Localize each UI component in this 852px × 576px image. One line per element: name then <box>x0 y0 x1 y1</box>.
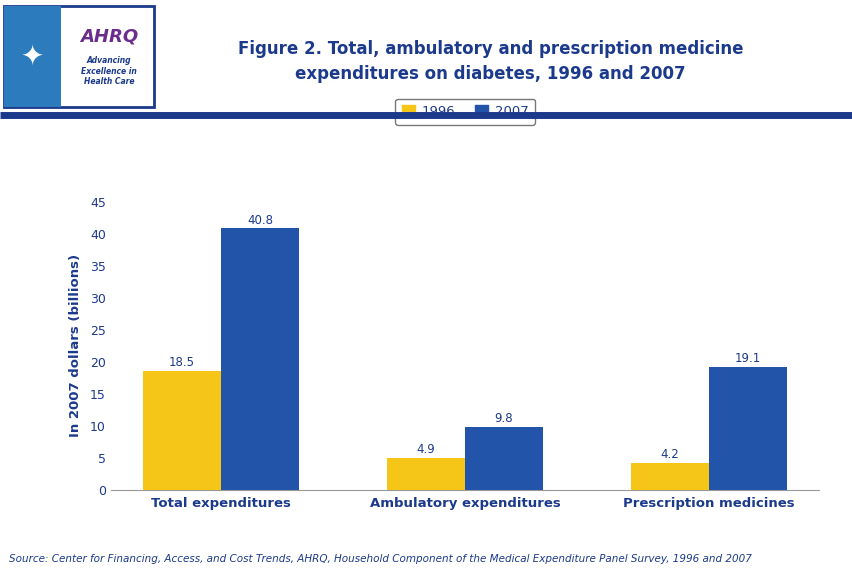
Text: expenditures on diabetes, 1996 and 2007: expenditures on diabetes, 1996 and 2007 <box>295 65 685 83</box>
Bar <box>387 458 464 490</box>
Text: 4.2: 4.2 <box>659 448 678 461</box>
Text: 9.8: 9.8 <box>494 412 513 425</box>
Bar <box>630 463 708 490</box>
Bar <box>4 6 61 107</box>
Text: AHRQ: AHRQ <box>79 27 138 45</box>
Text: Source: Center for Financing, Access, and Cost Trends, AHRQ, Household Component: Source: Center for Financing, Access, an… <box>9 555 751 564</box>
Text: 40.8: 40.8 <box>247 214 273 226</box>
Y-axis label: In 2007 dollars (billions): In 2007 dollars (billions) <box>69 254 82 437</box>
Bar <box>221 229 299 490</box>
Bar <box>143 371 221 490</box>
Legend: 1996, 2007: 1996, 2007 <box>394 98 534 125</box>
Text: ✦: ✦ <box>21 42 44 70</box>
Bar <box>464 427 542 490</box>
Text: Figure 2. Total, ambulatory and prescription medicine: Figure 2. Total, ambulatory and prescrip… <box>238 40 742 58</box>
Text: 19.1: 19.1 <box>734 353 760 365</box>
Text: Advancing
Excellence in
Health Care: Advancing Excellence in Health Care <box>81 56 136 86</box>
Text: 18.5: 18.5 <box>169 357 195 369</box>
Text: 4.9: 4.9 <box>416 444 435 456</box>
Bar <box>708 367 786 490</box>
